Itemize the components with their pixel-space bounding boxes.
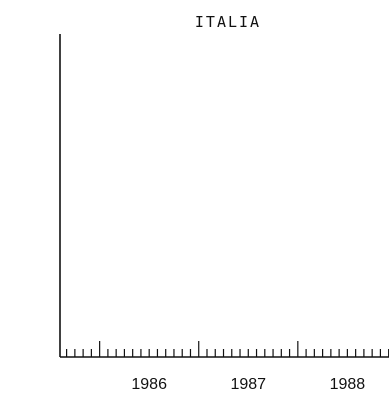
x-tick-label-1988: 1988 bbox=[330, 376, 366, 393]
x-tick-label-1987: 1987 bbox=[230, 376, 266, 393]
label-layer: 50100150200250198619871988 bbox=[131, 376, 366, 393]
axis-layer bbox=[59, 34, 389, 358]
x-tick-label-1986: 1986 bbox=[131, 376, 167, 393]
chart-title: ITALIA bbox=[195, 13, 261, 31]
